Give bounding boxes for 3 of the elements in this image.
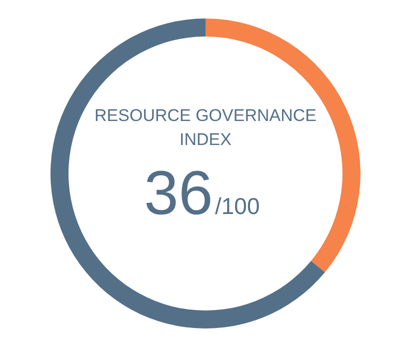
- text: RESOURCE GOVERNANCE INDEX: [94, 106, 316, 149]
- donut-slice: [50, 18, 325, 328]
- text: 36/100: [144, 159, 260, 228]
